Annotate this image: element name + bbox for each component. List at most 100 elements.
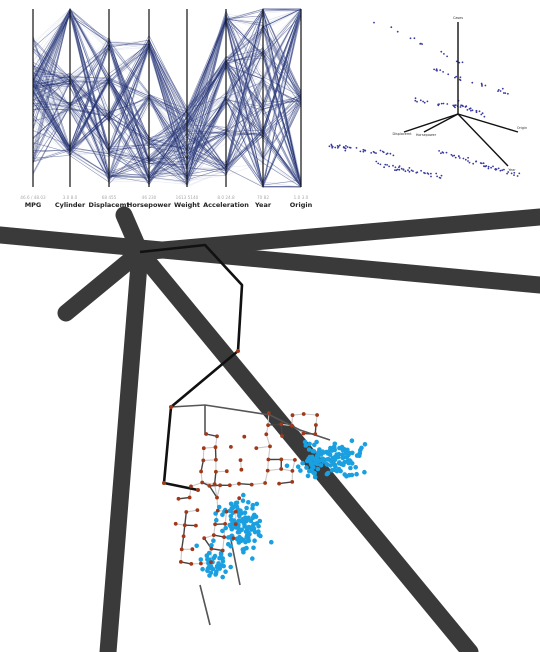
tree-node[interactable]	[264, 432, 269, 437]
data-point[interactable]	[220, 574, 225, 580]
tree-node[interactable]	[204, 432, 209, 436]
data-point[interactable]	[333, 464, 338, 470]
data-point[interactable]	[244, 533, 250, 538]
tree-node[interactable]	[179, 560, 183, 564]
data-point[interactable]	[315, 466, 321, 472]
data-point[interactable]	[348, 465, 353, 471]
tree-node[interactable]	[237, 496, 242, 501]
tree-node[interactable]	[263, 481, 267, 485]
data-point[interactable]	[329, 468, 335, 473]
tree-node[interactable]	[211, 533, 216, 537]
data-point[interactable]	[305, 473, 311, 479]
data-point[interactable]	[205, 568, 210, 574]
data-point[interactable]	[284, 463, 290, 469]
tree-node[interactable]	[315, 413, 319, 417]
data-point[interactable]	[295, 464, 301, 470]
data-point[interactable]	[198, 557, 204, 562]
data-point[interactable]	[218, 552, 224, 557]
tree-node[interactable]	[239, 467, 244, 472]
tree-node[interactable]	[212, 482, 217, 487]
tree-node[interactable]	[215, 508, 220, 513]
data-point[interactable]	[339, 461, 344, 467]
tree-node[interactable]	[214, 457, 218, 462]
path-node[interactable]	[162, 481, 166, 485]
data-point[interactable]	[207, 573, 212, 578]
tree-node[interactable]	[214, 469, 218, 474]
tree-node[interactable]	[187, 495, 192, 500]
data-point[interactable]	[331, 444, 337, 449]
tree-node[interactable]	[279, 457, 284, 462]
tree-node[interactable]	[268, 444, 272, 449]
tree-node[interactable]	[279, 467, 284, 471]
tree-node[interactable]	[290, 423, 294, 428]
data-point[interactable]	[337, 445, 342, 451]
tree-node[interactable]	[223, 522, 228, 526]
tree-node[interactable]	[176, 496, 181, 501]
data-point[interactable]	[250, 515, 256, 521]
data-point[interactable]	[251, 521, 256, 527]
tree-node[interactable]	[189, 484, 193, 489]
data-point[interactable]	[330, 455, 336, 461]
data-point[interactable]	[258, 533, 263, 539]
data-point[interactable]	[312, 474, 318, 480]
tree-node[interactable]	[313, 432, 318, 436]
tree-node[interactable]	[199, 561, 203, 566]
tree-node[interactable]	[279, 422, 284, 427]
data-point[interactable]	[214, 517, 219, 523]
data-point[interactable]	[242, 524, 247, 529]
data-point[interactable]	[214, 565, 220, 570]
tree-node[interactable]	[184, 510, 189, 514]
data-point[interactable]	[325, 462, 330, 467]
tree-node[interactable]	[290, 469, 295, 473]
data-point[interactable]	[315, 452, 320, 458]
tree-node[interactable]	[218, 483, 223, 488]
data-point[interactable]	[251, 545, 256, 551]
tree-node[interactable]	[314, 423, 318, 427]
tree-node[interactable]	[249, 482, 254, 487]
tree-node[interactable]	[233, 522, 238, 526]
tree-node[interactable]	[190, 547, 195, 552]
tree-node[interactable]	[265, 468, 270, 473]
data-point[interactable]	[228, 564, 233, 570]
tree-node[interactable]	[215, 434, 219, 439]
data-point[interactable]	[204, 553, 210, 559]
data-point[interactable]	[298, 468, 303, 473]
tree-node[interactable]	[290, 480, 295, 484]
data-point[interactable]	[220, 556, 225, 561]
tree-node[interactable]	[222, 535, 227, 539]
tree-node[interactable]	[215, 495, 219, 500]
data-point[interactable]	[239, 538, 244, 544]
tree-node[interactable]	[224, 509, 229, 514]
data-point[interactable]	[223, 569, 228, 574]
data-point[interactable]	[235, 529, 241, 535]
data-point[interactable]	[318, 463, 324, 468]
data-point[interactable]	[343, 450, 349, 456]
tree-node[interactable]	[266, 423, 270, 427]
tree-node[interactable]	[200, 480, 205, 485]
data-point[interactable]	[246, 500, 251, 505]
tree-node[interactable]	[189, 562, 194, 566]
tree-node[interactable]	[301, 412, 306, 416]
tree-node[interactable]	[209, 560, 213, 565]
data-point[interactable]	[227, 552, 233, 558]
data-point[interactable]	[303, 443, 309, 448]
data-point[interactable]	[212, 553, 218, 559]
data-point[interactable]	[250, 506, 255, 511]
data-point[interactable]	[213, 511, 218, 516]
data-point[interactable]	[200, 566, 205, 572]
data-point[interactable]	[318, 452, 324, 457]
scatter-axis[interactable]	[457, 113, 509, 167]
data-point[interactable]	[246, 537, 251, 542]
tree-node[interactable]	[242, 434, 247, 439]
data-point[interactable]	[251, 526, 257, 531]
tree-node[interactable]	[213, 445, 218, 450]
data-point[interactable]	[327, 448, 332, 454]
data-point[interactable]	[194, 543, 199, 549]
tree-node[interactable]	[266, 411, 271, 415]
data-point[interactable]	[213, 571, 219, 576]
data-point[interactable]	[324, 457, 330, 462]
data-point[interactable]	[241, 492, 246, 498]
data-point[interactable]	[233, 500, 239, 506]
data-point[interactable]	[359, 445, 364, 451]
tree-node[interactable]	[280, 434, 284, 438]
